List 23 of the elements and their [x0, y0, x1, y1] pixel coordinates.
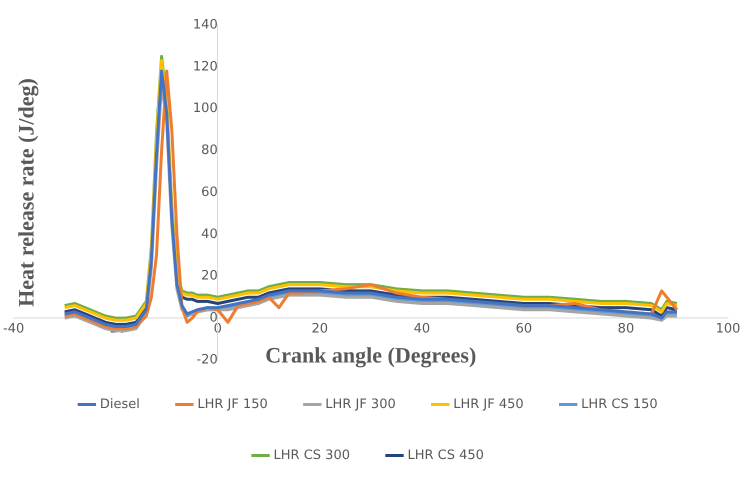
y-tick-label: 40: [201, 226, 218, 242]
legend-label: LHR CS 300: [274, 448, 350, 463]
y-tick-label: 120: [192, 59, 218, 74]
x-tick-label: 60: [516, 321, 532, 336]
x-tick-label: -40: [3, 321, 24, 336]
y-tick-label: 80: [201, 143, 218, 158]
legend-label: LHR JF 300: [325, 396, 396, 412]
legend-label: Diesel: [100, 396, 140, 412]
legend-label: LHR CS 450: [408, 448, 484, 463]
y-tick-label: 20: [201, 268, 218, 284]
x-axis-title: Crank angle (Degrees): [265, 342, 476, 368]
y-tick-label: 100: [192, 101, 218, 116]
legend-label: LHR JF 150: [197, 396, 268, 412]
y-tick-label: 140: [192, 17, 218, 32]
y-tick-label: -20: [196, 352, 218, 368]
legend-label: LHR CS 150: [581, 396, 658, 412]
y-axis-title: Heat release rate (J/deg): [14, 78, 39, 307]
x-tick-label: 80: [618, 321, 634, 336]
x-tick-label: 100: [716, 321, 740, 336]
y-tick-label: 60: [201, 184, 218, 200]
x-tick-label: 40: [414, 321, 430, 336]
legend-label: LHR JF 450: [453, 396, 524, 412]
x-tick-label: 20: [312, 321, 328, 336]
